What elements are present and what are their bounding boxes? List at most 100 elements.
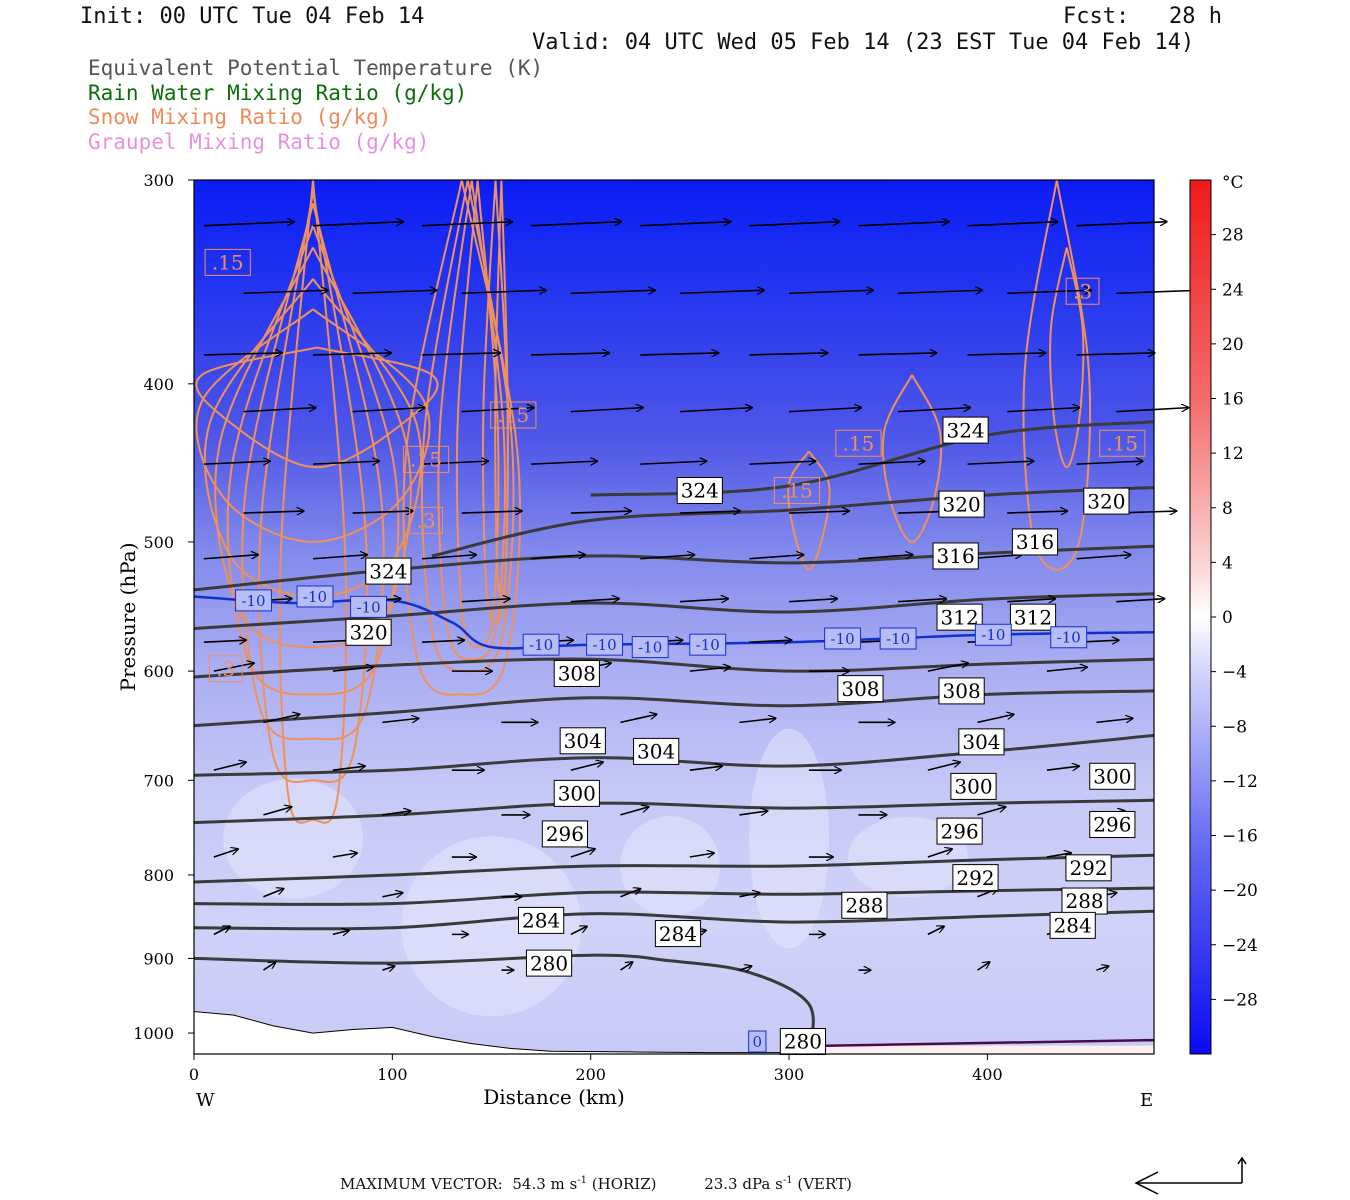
theta-e-label: 320 bbox=[349, 620, 387, 644]
wind-vector bbox=[531, 222, 621, 227]
y-tick-label: 700 bbox=[143, 771, 174, 790]
wind-vector bbox=[332, 853, 357, 857]
wind-vector bbox=[788, 408, 861, 413]
theta-e-label-box bbox=[779, 1028, 827, 1056]
theta-e-label: 320 bbox=[943, 492, 981, 516]
theta-e-contour-292 bbox=[193, 853, 1155, 884]
theta-e-contour-280 bbox=[193, 953, 815, 1055]
temperature-label-box bbox=[350, 595, 387, 618]
theta-e-label-box bbox=[841, 891, 888, 919]
wind-vector bbox=[312, 222, 403, 227]
x-axis-label: Distance (km) bbox=[483, 1085, 625, 1109]
theta-e-label-box bbox=[938, 677, 985, 705]
wind-vector bbox=[382, 966, 394, 970]
wind-vector bbox=[570, 926, 587, 936]
wind-vector bbox=[898, 290, 982, 293]
temperature-label-box bbox=[748, 1030, 767, 1053]
max-vector-vert-tag: (VERT) bbox=[797, 1175, 852, 1193]
theta-e-label: 300 bbox=[1093, 764, 1131, 788]
max-vector-note: MAXIMUM VECTOR: 54.3 m s-1 (HORIZ) 23.3 … bbox=[340, 1175, 852, 1193]
snow-label-box bbox=[204, 248, 251, 276]
theta-e-label-box bbox=[942, 416, 989, 444]
wind-vector bbox=[1116, 290, 1200, 293]
theta-e-label: 292 bbox=[1069, 856, 1107, 880]
temperature-label-box bbox=[631, 636, 669, 659]
horiz-unit-exponent: -1 bbox=[577, 1175, 587, 1186]
wind-vector bbox=[788, 599, 837, 602]
y-tick-label: 1000 bbox=[133, 1024, 174, 1043]
temperature-label: -10 bbox=[593, 636, 617, 654]
wind-vector bbox=[898, 599, 946, 602]
theta-e-label-box bbox=[932, 542, 979, 570]
wind-vector bbox=[858, 555, 912, 560]
theta-e-label-box bbox=[365, 557, 412, 585]
warm-shading-patch bbox=[749, 728, 830, 949]
wind-vector bbox=[382, 893, 402, 897]
theta-e-label-box bbox=[541, 820, 589, 848]
wind-vector bbox=[1046, 853, 1071, 857]
wind-vector bbox=[749, 640, 791, 642]
theta-e-contour-316 bbox=[193, 544, 1155, 592]
snow-contour bbox=[787, 450, 831, 571]
wind-vector bbox=[352, 408, 425, 413]
wind-vector bbox=[332, 667, 373, 672]
wind-vector bbox=[1096, 966, 1108, 970]
wind-vector bbox=[570, 511, 631, 513]
wind-vector bbox=[640, 461, 706, 464]
wind-vector bbox=[263, 714, 299, 724]
wind-vector bbox=[263, 807, 291, 816]
temperature-label-box bbox=[1050, 626, 1088, 649]
theta-e-label-box bbox=[958, 728, 1005, 756]
temperature-label-box bbox=[296, 585, 334, 608]
wind-vector bbox=[461, 599, 510, 602]
temperature-label: -10 bbox=[241, 592, 265, 610]
colorbar-tick-label: 24 bbox=[1222, 280, 1244, 300]
wind-vector bbox=[422, 461, 488, 464]
wind-vector bbox=[213, 663, 254, 672]
wind-vector bbox=[203, 640, 246, 642]
theta-e-label: 316 bbox=[1016, 530, 1054, 554]
snow-label-box bbox=[402, 445, 450, 473]
snow-label-box bbox=[835, 429, 882, 457]
wind-vector bbox=[1007, 511, 1067, 513]
wind-vector bbox=[422, 640, 464, 642]
theta-e-label: 308 bbox=[558, 662, 596, 686]
temperature-label: 0 bbox=[753, 1033, 763, 1051]
field-label-rain: Rain Water Mixing Ratio (g/kg) bbox=[88, 81, 468, 105]
temperature-label: -10 bbox=[981, 626, 1005, 644]
wind-vector bbox=[262, 962, 275, 971]
wind-vector bbox=[739, 811, 767, 815]
theta-e-label: 284 bbox=[522, 909, 560, 933]
colorbar-tick-label: −20 bbox=[1222, 881, 1258, 901]
temperature-label: -10 bbox=[356, 598, 380, 616]
colorbar-tick-label: 12 bbox=[1222, 444, 1244, 464]
wind-vector bbox=[749, 222, 839, 227]
wind-vector bbox=[927, 762, 960, 771]
wind-vector bbox=[203, 222, 294, 227]
max-vert-vector-arrowhead bbox=[1237, 1156, 1247, 1165]
theta-e-label-box bbox=[936, 817, 983, 845]
west-end-label: W bbox=[196, 1090, 215, 1111]
wind-vector bbox=[898, 408, 970, 413]
colorbar-tick-label: −4 bbox=[1222, 663, 1247, 683]
theta-e-label: 316 bbox=[937, 544, 975, 568]
wind-vector bbox=[570, 290, 655, 293]
theta-e-label: 312 bbox=[1014, 605, 1052, 629]
wind-vector bbox=[858, 222, 948, 227]
wind-vector bbox=[461, 290, 546, 293]
x-tick-label: 300 bbox=[774, 1065, 805, 1084]
wind-vector bbox=[1076, 555, 1131, 560]
wind-vector bbox=[243, 408, 316, 413]
temperature-label-box bbox=[586, 633, 624, 656]
snow-label: .15 bbox=[1106, 431, 1138, 455]
theta-e-label-box bbox=[1065, 854, 1112, 882]
field-label-graupel: Graupel Mixing Ratio (g/kg) bbox=[88, 130, 430, 154]
colorbar-tick-label: 4 bbox=[1222, 553, 1233, 573]
wind-vector bbox=[927, 849, 952, 858]
colorbar-tick-label: −24 bbox=[1222, 936, 1258, 956]
colorbar-tick-label: 16 bbox=[1222, 390, 1244, 410]
wind-vector bbox=[570, 762, 603, 771]
y-tick-label: 600 bbox=[143, 662, 174, 681]
wind-vector bbox=[203, 353, 282, 355]
